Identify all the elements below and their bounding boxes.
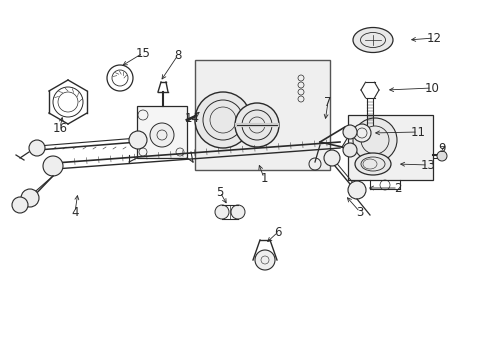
Text: 5: 5: [216, 185, 223, 198]
Circle shape: [43, 156, 63, 176]
Circle shape: [342, 143, 356, 157]
Circle shape: [324, 150, 339, 166]
Text: 14: 14: [184, 112, 199, 125]
Circle shape: [12, 197, 28, 213]
Bar: [195, 60, 329, 170]
Text: 10: 10: [424, 81, 439, 95]
Text: 1: 1: [260, 171, 267, 185]
Circle shape: [29, 140, 45, 156]
Text: 2: 2: [393, 181, 401, 194]
Circle shape: [347, 181, 365, 199]
Bar: [347, 115, 432, 180]
Text: 11: 11: [409, 126, 425, 139]
Circle shape: [21, 189, 39, 207]
Bar: [137, 106, 186, 158]
Ellipse shape: [354, 153, 390, 175]
Text: 12: 12: [426, 32, 441, 45]
Text: 6: 6: [274, 225, 281, 239]
Circle shape: [436, 151, 446, 161]
Circle shape: [129, 131, 147, 149]
Text: 13: 13: [420, 158, 434, 171]
Circle shape: [352, 124, 370, 142]
Text: 3: 3: [356, 206, 363, 219]
Circle shape: [195, 92, 250, 148]
Text: 8: 8: [174, 49, 182, 62]
Circle shape: [254, 250, 274, 270]
Circle shape: [342, 125, 356, 139]
Circle shape: [150, 123, 174, 147]
Text: 4: 4: [71, 206, 79, 219]
Circle shape: [215, 205, 228, 219]
Text: 7: 7: [324, 95, 331, 108]
Circle shape: [230, 205, 244, 219]
Circle shape: [352, 118, 396, 162]
Circle shape: [235, 103, 279, 147]
Text: 9: 9: [437, 141, 445, 154]
Text: 15: 15: [135, 46, 150, 59]
Ellipse shape: [352, 27, 392, 53]
Text: 16: 16: [52, 122, 67, 135]
